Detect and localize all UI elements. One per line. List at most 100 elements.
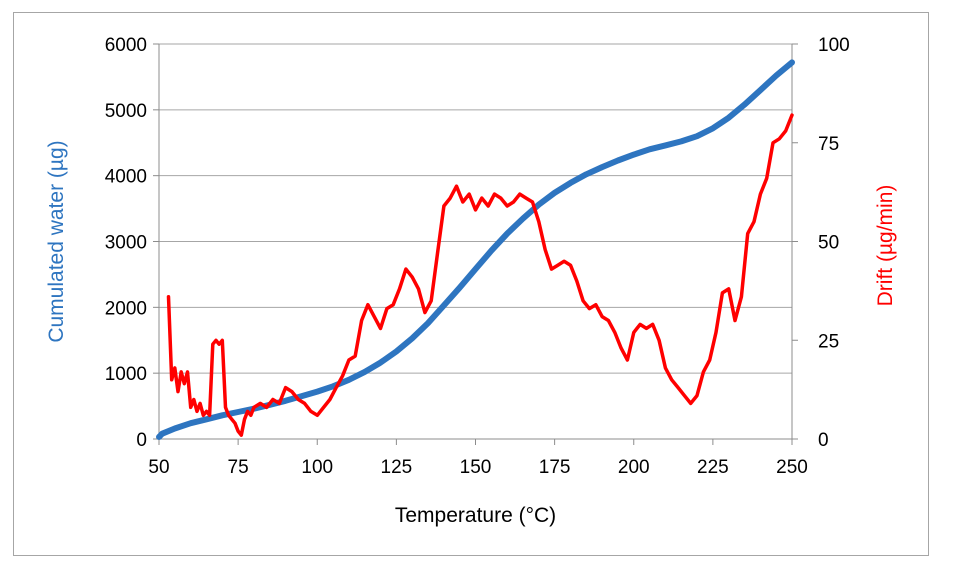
drift-point	[167, 296, 170, 298]
drift-point	[272, 398, 274, 401]
axes	[153, 43, 798, 445]
cumulated-water-point	[160, 432, 164, 436]
drift-point	[430, 299, 432, 302]
drift-point	[708, 359, 711, 361]
cumulated-water-point	[790, 60, 794, 64]
cumulated-water-point	[521, 216, 525, 220]
cumulated-water-point	[711, 126, 715, 130]
drift-point	[249, 414, 252, 417]
x-tick-label: 75	[228, 457, 249, 478]
drift-point	[538, 220, 540, 223]
drift-point	[734, 319, 736, 322]
drift-point	[607, 319, 610, 322]
drift-point	[316, 414, 319, 417]
cumulated-water-point	[442, 303, 446, 307]
drift-point	[424, 311, 426, 314]
cumulated-water-point	[648, 147, 652, 151]
drift-point	[658, 339, 660, 342]
drift-point	[772, 141, 774, 144]
x-tick-label: 150	[460, 457, 492, 478]
cumulated-water-point	[663, 143, 667, 147]
drift-point	[189, 406, 192, 409]
drift-point	[284, 386, 287, 389]
cumulated-water-point	[600, 165, 604, 169]
drift-point	[727, 288, 730, 290]
drift-point	[221, 339, 224, 342]
drift-point	[237, 430, 239, 432]
drift-point	[613, 331, 616, 334]
y2-tick-label: 50	[818, 233, 839, 254]
drift-point	[335, 386, 338, 389]
drift-point	[696, 394, 698, 397]
chart-svg: Temperature (°C) Cumulated water (µg) Dr…	[45, 35, 897, 527]
drift-point	[208, 414, 211, 417]
cumulated-water-point	[394, 349, 398, 353]
drift-point	[670, 378, 673, 381]
drift-point	[240, 434, 243, 436]
drift-point	[205, 410, 208, 413]
drift-point	[405, 268, 407, 270]
drift-point	[218, 343, 220, 346]
cumulated-water-point	[299, 394, 303, 398]
drift-point	[230, 418, 233, 421]
drift-point	[721, 292, 724, 294]
drift-point	[550, 268, 553, 270]
drift-point	[677, 386, 679, 389]
drift-point	[265, 406, 268, 409]
cumulated-water-point	[695, 134, 699, 138]
drift-point	[759, 193, 762, 195]
y-tick-label: 0	[136, 430, 147, 451]
y2-tick-label: 75	[818, 134, 839, 155]
drift-point	[234, 422, 236, 425]
drift-point	[177, 390, 179, 393]
drift-point	[322, 406, 325, 409]
cumulated-water-point	[220, 413, 224, 417]
drift-point	[487, 205, 489, 207]
drift-point	[588, 307, 591, 310]
y-tick-label: 3000	[105, 233, 147, 254]
drift-point	[626, 359, 629, 361]
x-tick-label: 250	[776, 457, 808, 478]
cumulated-water-point	[157, 435, 161, 439]
cumulated-water-point	[458, 286, 462, 290]
drift-point	[196, 410, 198, 413]
x-tick-label: 100	[301, 457, 333, 478]
drift-point	[651, 323, 654, 326]
y-tick-label: 2000	[105, 298, 147, 319]
drift-point	[310, 410, 312, 413]
drift-point	[348, 359, 350, 361]
x-tick-label: 50	[148, 457, 169, 478]
drift-point	[455, 185, 458, 187]
drift-point	[601, 315, 603, 318]
labels: Temperature (°C) Cumulated water (µg) Dr…	[45, 35, 897, 527]
drift-point	[417, 288, 420, 290]
drift-point	[500, 197, 502, 199]
grid-lines	[159, 43, 792, 374]
drift-point	[620, 347, 622, 349]
drift-point	[303, 402, 306, 405]
y-tick-label: 5000	[105, 101, 147, 122]
drift-point	[525, 197, 527, 199]
cumulated-water-point	[236, 410, 240, 414]
drift-point	[753, 220, 755, 223]
cumulated-water-point	[363, 370, 367, 374]
drift-point	[632, 331, 635, 334]
drift-point	[360, 319, 363, 322]
cumulated-water-point	[204, 417, 208, 421]
drift-point	[373, 315, 376, 318]
drift-point	[683, 394, 686, 397]
drift-point	[186, 371, 189, 373]
drift-point	[746, 232, 749, 235]
drift-point	[462, 201, 464, 203]
cumulated-water-point	[489, 249, 493, 253]
drift-point	[259, 402, 262, 405]
cumulated-water-point	[743, 103, 747, 107]
drift-point	[544, 248, 546, 251]
drift-point	[702, 371, 705, 373]
cumulated-water-line	[156, 59, 795, 440]
drift-point	[481, 197, 483, 199]
drift-point	[227, 414, 230, 417]
drift-point	[278, 402, 281, 405]
drift-point	[493, 193, 496, 195]
cumulated-water-point	[284, 399, 288, 403]
